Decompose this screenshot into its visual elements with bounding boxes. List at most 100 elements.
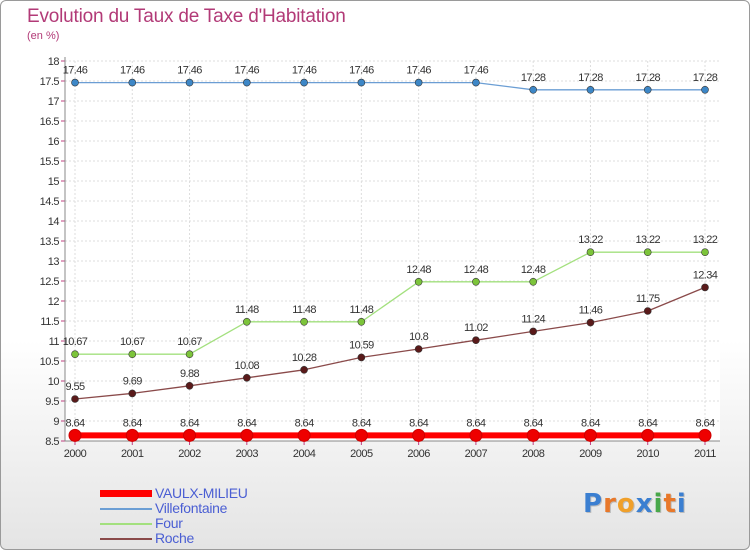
data-label-vaulx-milieu: 8.64 (695, 417, 714, 429)
data-point-roche (300, 365, 308, 374)
proxiti-logo: Proxiti (583, 489, 687, 519)
data-point-four (529, 277, 537, 286)
data-point-roche (357, 353, 366, 362)
data-point-villefontaine (357, 78, 366, 87)
x-tick-label: 2010 (636, 448, 659, 460)
data-label-vaulx-milieu: 8.64 (352, 417, 371, 429)
y-tick-label: 12 (48, 296, 60, 308)
data-point-roche (128, 389, 137, 398)
y-tick-label: 14 (48, 216, 60, 228)
data-point-roche (243, 373, 251, 382)
data-label-vaulx-milieu: 8.64 (409, 417, 428, 429)
data-point-four (71, 350, 79, 359)
data-point-four (357, 317, 366, 326)
data-label-villefontaine: 17.46 (349, 65, 374, 77)
y-tick-label: 10.5 (40, 356, 60, 368)
data-point-roche (701, 283, 709, 292)
data-point-roche (586, 318, 595, 327)
data-point-vaulx-milieu (68, 428, 82, 442)
data-point-four (586, 248, 595, 256)
data-label-villefontaine: 17.28 (693, 72, 718, 84)
legend-swatch-vaulx-milieu (100, 490, 152, 497)
data-label-four: 11.48 (292, 304, 316, 316)
data-point-villefontaine (243, 78, 251, 87)
data-point-four (300, 317, 308, 326)
x-tick-label: 2001 (121, 448, 144, 460)
x-tick-label: 2003 (236, 448, 259, 460)
data-label-roche: 11.46 (579, 305, 603, 317)
y-tick-label: 15.5 (40, 156, 60, 168)
data-point-four (185, 350, 194, 359)
data-point-four (472, 277, 480, 286)
data-label-four: 12.48 (406, 264, 431, 276)
data-label-roche: 11.02 (464, 322, 488, 334)
data-label-villefontaine: 17.46 (177, 65, 202, 77)
legend-item-vaulx-milieu: VAULX-MILIEU (100, 486, 300, 501)
data-label-roche: 9.88 (180, 368, 199, 380)
data-label-vaulx-milieu: 8.64 (638, 417, 657, 429)
data-label-four: 13.22 (635, 234, 660, 246)
data-point-villefontaine (529, 86, 537, 94)
x-tick-label: 2004 (293, 448, 316, 460)
data-label-vaulx-milieu: 8.64 (180, 417, 199, 429)
data-point-vaulx-milieu (641, 428, 655, 442)
data-label-villefontaine: 17.46 (235, 65, 260, 77)
legend-swatch-four (100, 523, 152, 525)
y-tick-label: 11 (49, 336, 60, 348)
legend-item-four: Four (100, 516, 300, 531)
data-point-vaulx-milieu (125, 428, 139, 442)
x-tick-label: 2005 (350, 448, 373, 460)
x-tick-label: 2009 (579, 448, 602, 460)
data-point-vaulx-milieu (240, 428, 254, 442)
y-tick-label: 16.5 (40, 116, 60, 128)
x-tick-label: 2006 (407, 448, 430, 460)
data-label-vaulx-milieu: 8.64 (295, 417, 314, 429)
legend-swatch-villefontaine (100, 508, 152, 510)
y-tick-label: 17 (48, 96, 60, 108)
y-tick-label: 13.5 (40, 236, 60, 248)
logo-letter: o (616, 489, 636, 519)
data-point-vaulx-milieu (469, 428, 483, 442)
data-point-roche (529, 327, 537, 336)
data-point-four (701, 248, 709, 256)
data-label-villefontaine: 17.28 (635, 72, 660, 84)
y-tick-label: 11.5 (40, 316, 59, 328)
legend-swatch-roche (100, 538, 152, 540)
data-point-villefontaine (128, 78, 137, 87)
legend-label-villefontaine: Villefontaine (155, 500, 228, 516)
legend-label-vaulx-milieu: VAULX-MILIEU (155, 485, 248, 501)
data-label-roche: 12.34 (693, 269, 718, 281)
data-label-four: 12.48 (521, 264, 546, 276)
x-tick-label: 2011 (694, 448, 716, 460)
legend: VAULX-MILIEU Villefontaine Four Roche (100, 486, 300, 546)
logo-letter: t (663, 489, 677, 519)
logo-letter: P (583, 489, 604, 519)
data-label-vaulx-milieu: 8.64 (237, 417, 256, 429)
data-point-villefontaine (185, 78, 194, 87)
x-tick-label: 2002 (178, 448, 201, 460)
y-tick-label: 17.5 (40, 76, 60, 88)
data-point-vaulx-milieu (412, 428, 426, 442)
y-tick-label: 14.5 (40, 196, 60, 208)
plot-area (65, 61, 720, 441)
data-point-villefontaine (701, 86, 709, 94)
data-point-vaulx-milieu (526, 428, 540, 442)
logo-letter: i (653, 489, 664, 519)
data-label-roche: 9.69 (123, 375, 142, 387)
data-label-roche: 10.8 (409, 331, 428, 343)
legend-label-roche: Roche (155, 530, 194, 546)
data-point-villefontaine (71, 78, 79, 87)
data-point-roche (643, 307, 652, 315)
chart-title: Evolution du Taux de Taxe d'Habitation (27, 6, 346, 27)
legend-label-four: Four (155, 515, 183, 531)
data-label-villefontaine: 17.46 (464, 65, 489, 77)
y-tick-label: 16 (48, 136, 60, 148)
y-tick-label: 13 (48, 256, 60, 268)
x-tick-label: 2007 (465, 448, 488, 460)
data-point-villefontaine (586, 86, 595, 94)
data-label-villefontaine: 17.28 (578, 72, 603, 84)
data-point-villefontaine (643, 86, 652, 94)
data-point-villefontaine (300, 78, 308, 87)
data-point-villefontaine (472, 78, 480, 87)
x-tick-label: 2000 (64, 448, 87, 460)
